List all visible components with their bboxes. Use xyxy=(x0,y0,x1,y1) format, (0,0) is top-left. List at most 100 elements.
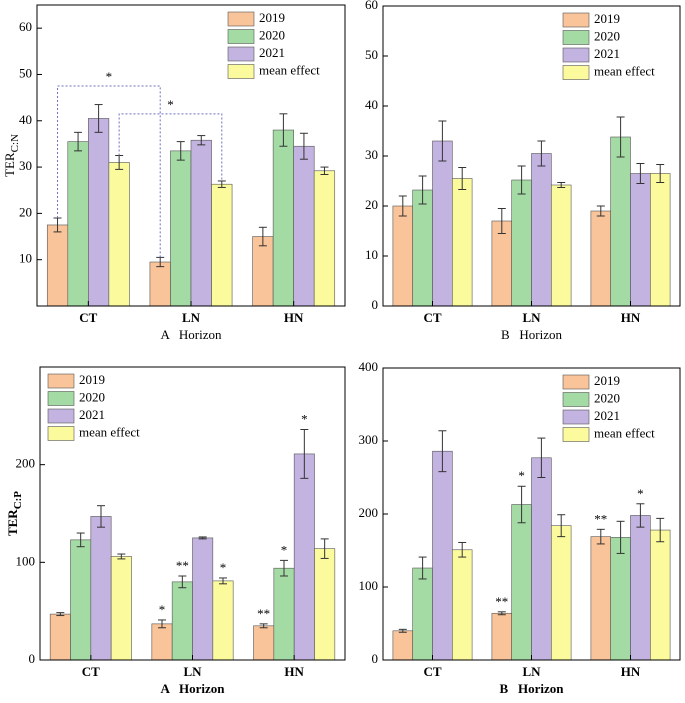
error-bar xyxy=(158,619,166,629)
legend-label: mean effect xyxy=(594,425,655,440)
error-bar xyxy=(279,113,288,147)
bar xyxy=(46,224,69,307)
comparison-bracket xyxy=(118,113,223,181)
y-tick-label: 0 xyxy=(29,651,36,666)
legend-label: 2019 xyxy=(79,372,105,387)
significance-label: * xyxy=(159,602,166,617)
bar xyxy=(252,236,274,307)
bar xyxy=(649,173,671,307)
error-bar xyxy=(178,575,187,589)
x-tick-label: CT xyxy=(423,664,441,679)
error-bar xyxy=(418,556,427,580)
error-bar xyxy=(259,623,268,629)
legend-swatch xyxy=(227,29,255,44)
error-bar xyxy=(219,577,227,585)
bar xyxy=(432,140,453,307)
significance-label: ** xyxy=(257,606,270,621)
legend-swatch xyxy=(562,47,590,63)
y-tick-label: 50 xyxy=(19,65,32,80)
legend-label: 2019 xyxy=(594,373,620,388)
legend-swatch xyxy=(47,391,75,406)
y-tick-label: 40 xyxy=(365,97,378,112)
error-bar xyxy=(497,208,506,234)
comparison-label: * xyxy=(106,69,113,84)
legend-swatch xyxy=(562,12,590,28)
bar xyxy=(511,179,532,307)
y-tick-label: 60 xyxy=(365,0,378,12)
legend-label: 2020 xyxy=(79,389,105,404)
bar xyxy=(432,450,453,661)
error-bar xyxy=(320,538,329,559)
y-tick-label: 0 xyxy=(372,297,379,312)
bar xyxy=(630,515,651,661)
significance-label: * xyxy=(301,411,308,426)
legend-label: mean effect xyxy=(79,424,140,439)
bar xyxy=(590,210,612,307)
error-bar xyxy=(537,140,546,167)
significance-label: ** xyxy=(594,511,607,526)
error-bar xyxy=(217,180,226,188)
x-tick-label: LN xyxy=(182,310,201,325)
error-bar xyxy=(97,505,105,528)
x-axis-label: B Horizon xyxy=(500,681,565,696)
bar xyxy=(272,129,294,307)
error-bar xyxy=(398,628,407,633)
error-bar xyxy=(517,165,526,195)
error-bar xyxy=(616,520,625,554)
significance-label: * xyxy=(220,560,227,575)
error-bar xyxy=(557,514,566,538)
bar xyxy=(190,139,212,307)
y-axis-label-main: TER xyxy=(2,152,17,177)
bar xyxy=(90,516,112,661)
x-tick-label: CT xyxy=(82,664,100,679)
x-axis-label: A Horizon xyxy=(161,681,226,696)
y-tick-label: 10 xyxy=(19,251,32,266)
bar xyxy=(412,189,433,307)
y-tick-label: 200 xyxy=(359,505,379,520)
legend-swatch xyxy=(562,374,590,390)
legend-swatch xyxy=(562,392,590,407)
legend-label: 2020 xyxy=(594,28,620,43)
error-bar xyxy=(596,205,605,217)
error-bar xyxy=(300,429,309,479)
error-bar xyxy=(176,141,185,161)
legend-swatch xyxy=(47,426,75,441)
bar xyxy=(70,539,92,661)
bar xyxy=(67,141,89,307)
significance-label: * xyxy=(518,468,525,483)
error-bar xyxy=(117,553,126,560)
bar xyxy=(253,625,275,661)
bar xyxy=(590,536,612,661)
bar xyxy=(610,537,631,661)
bar xyxy=(649,529,671,661)
error-bar xyxy=(197,135,206,146)
legend-label: 2021 xyxy=(259,45,285,60)
y-tick-label: 100 xyxy=(16,553,36,568)
bar xyxy=(451,178,473,307)
error-bar xyxy=(438,120,447,162)
bar xyxy=(273,567,295,661)
legend-swatch xyxy=(227,11,255,27)
x-tick-label: CT xyxy=(423,310,441,325)
x-tick-label: HN xyxy=(284,664,304,679)
x-tick-label: HN xyxy=(621,664,641,679)
bar xyxy=(451,549,473,661)
y-axis-label-sub: C:N xyxy=(9,134,21,152)
error-bar xyxy=(616,116,625,158)
y-tick-label: 40 xyxy=(19,112,32,127)
error-bar xyxy=(458,167,467,190)
y-tick-label: 200 xyxy=(16,456,36,471)
y-tick-label: 30 xyxy=(365,147,378,162)
y-tick-label: 60 xyxy=(19,19,32,34)
y-axis-label-main: TER xyxy=(5,509,20,536)
legend-label: 2019 xyxy=(259,10,285,25)
significance-label: ** xyxy=(495,594,508,609)
bar xyxy=(149,261,171,307)
legend-label: mean effect xyxy=(259,62,320,77)
bar xyxy=(531,153,552,307)
bar xyxy=(192,537,214,661)
y-tick-label: 100 xyxy=(359,578,379,593)
bar xyxy=(110,556,132,661)
error-bar xyxy=(557,182,566,188)
